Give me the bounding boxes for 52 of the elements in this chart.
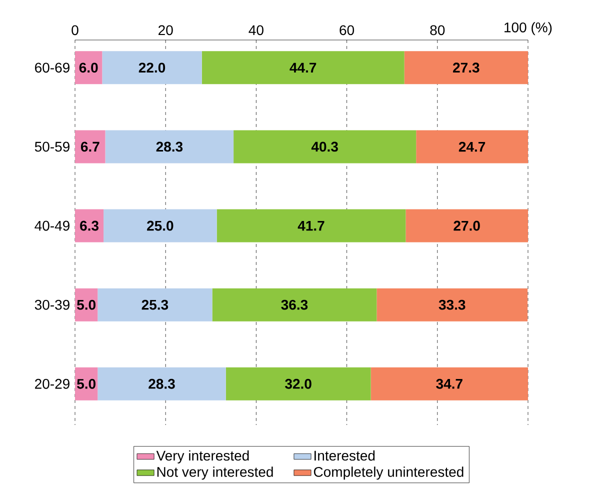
bar [75,209,104,242]
bar [370,367,528,400]
bar [98,367,226,400]
data-label: 5.0 [77,300,96,310]
bar [376,288,528,322]
data-label: 6.7 [80,142,100,152]
y-tick-label: 30-39 [34,300,70,310]
bar [75,130,106,164]
bar [202,51,404,84]
x-tick-label: 100 (%) [504,22,552,36]
data-label: 28.3 [156,142,183,152]
bar [406,209,528,242]
x-tick-label: 80 [430,25,445,36]
bar [226,367,371,400]
data-label: 34.7 [436,378,462,389]
data-label: 44.7 [290,62,316,72]
x-tick-label: 40 [248,25,264,36]
legend-label: Not very interested [157,466,273,480]
data-label: 40.3 [311,142,338,152]
data-label: 6.0 [79,62,98,73]
bar [416,130,528,164]
data-label: 28.3 [148,378,175,389]
bar [216,209,406,242]
legend-label: Completely uninterested [314,466,464,480]
legend-label: Very interested [156,450,249,464]
y-tick-label: 40-49 [34,220,70,231]
data-label: 25.0 [147,220,174,231]
bar [212,288,377,322]
data-label: 5.0 [77,378,96,389]
bar [234,130,416,164]
x-tick-label: 0 [72,25,78,36]
bar [102,51,202,84]
bar [104,209,217,242]
data-label: 6.3 [80,220,98,231]
legend-label: Interested [314,450,375,461]
data-label: 36.3 [281,300,308,310]
data-label: 33.3 [438,300,466,310]
y-tick-label: 60-69 [35,62,70,73]
bar [105,130,234,164]
data-label: 41.7 [298,220,324,231]
x-tick-label: 60 [340,25,354,36]
data-label: 27.0 [454,220,480,231]
data-label: 25.3 [142,300,168,310]
bar [98,288,212,322]
x-tick-label: 20 [158,25,173,36]
data-label: 32.0 [285,378,312,389]
data-label: 27.3 [453,62,480,73]
y-tick-label: 20-29 [35,378,70,389]
bar [404,51,528,84]
data-label: 24.7 [458,142,486,152]
data-label: 22.0 [138,62,166,73]
y-tick-label: 50-59 [34,142,70,152]
